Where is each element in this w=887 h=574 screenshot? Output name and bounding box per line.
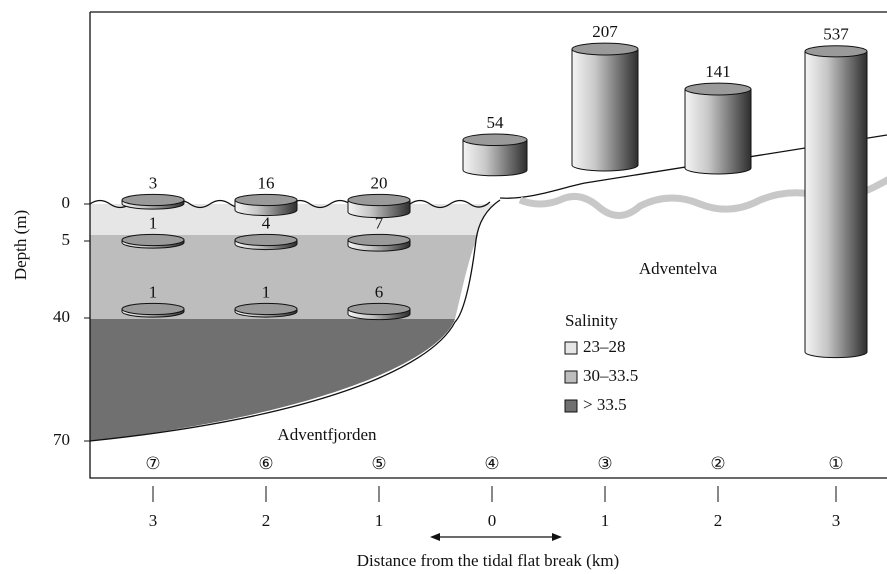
fjord-disk (235, 303, 297, 317)
river-cylinders: 54 207 141 537 (463, 22, 867, 358)
fjord-disk-label: 20 (371, 173, 388, 192)
fjord-disk (122, 303, 184, 317)
river-cylinder-label: 141 (705, 62, 731, 81)
fjord-disk (235, 234, 297, 249)
fjord-disk-top (235, 234, 297, 245)
river-cylinder-top (685, 83, 751, 95)
station-label: ⑤ (371, 454, 386, 473)
fjord-disk-top (235, 303, 297, 314)
y-tick-label: 40 (53, 307, 70, 326)
x-tick-label: 2 (714, 511, 723, 530)
fjord-disk (348, 234, 410, 251)
river-cylinder-top (463, 134, 527, 146)
legend-swatch (565, 342, 577, 354)
station-label: ④ (484, 454, 499, 473)
fjord-disk-top (348, 194, 410, 205)
fjord-disk-top (122, 194, 184, 205)
legend: 23–28 30–33.5 > 33.5 (565, 337, 638, 414)
station-label: ③ (597, 454, 612, 473)
fjord-disk-top (122, 234, 184, 245)
river-cylinder-top (572, 43, 638, 55)
fjord-disk-label: 16 (258, 173, 275, 192)
fjord-disk-label: 1 (262, 282, 271, 301)
legend-swatch (565, 371, 577, 383)
x-tick-label: 0 (488, 511, 497, 530)
station-label: ② (710, 454, 725, 473)
river-cylinder-label: 207 (592, 22, 618, 41)
x-tick-label: 3 (149, 511, 158, 530)
fjord-disk-label: 4 (262, 213, 271, 232)
x-tick-label: 1 (601, 511, 610, 530)
river-label: Adventelva (639, 259, 718, 278)
legend-swatch (565, 400, 577, 412)
legend-label: > 33.5 (583, 395, 627, 414)
river-cylinder-label: 537 (823, 25, 849, 44)
x-tick-label: 2 (262, 511, 271, 530)
fjord-disk (122, 234, 184, 248)
fjord-disk (122, 194, 184, 209)
fjord-disk-label: 6 (375, 282, 384, 301)
legend-title: Salinity (565, 311, 618, 330)
legend-label: 23–28 (583, 337, 626, 356)
river-cylinder-label: 54 (487, 113, 505, 132)
river-cylinder (685, 83, 751, 174)
river-cylinder-body (685, 89, 751, 174)
x-axis-title: Distance from the tidal flat break (km) (357, 551, 619, 570)
fjord-disk-top (235, 194, 297, 205)
fjord-label: Adventfjorden (277, 425, 377, 444)
fjord-disk-label: 3 (149, 173, 158, 192)
station-label: ⑦ (145, 454, 160, 473)
figure: 31620147116 54207141537 Depth (m) Distan… (0, 0, 887, 574)
river-cylinder-top (805, 46, 867, 57)
fjord-disk-top (122, 303, 184, 314)
direction-arrow (430, 533, 562, 541)
fjord-disk-label: 1 (149, 213, 158, 232)
river-cylinder (805, 46, 867, 358)
river-cylinder-body (805, 51, 867, 357)
river-cylinder-body (572, 49, 638, 171)
river-cylinder (572, 43, 638, 171)
legend-label: 30–33.5 (583, 366, 638, 385)
station-label: ① (828, 454, 843, 473)
deep-layer (90, 319, 455, 441)
y-tick-label: 0 (62, 193, 71, 212)
river-cylinder (463, 134, 527, 176)
station-label: ⑥ (258, 454, 273, 473)
y-axis-title: Depth (m) (11, 210, 30, 280)
fjord-disk-label: 7 (375, 213, 384, 232)
x-tick-label: 1 (375, 511, 384, 530)
fjord-disk (348, 303, 410, 319)
x-tick-label: 3 (832, 511, 841, 530)
fjord-disk-top (348, 234, 410, 245)
y-tick-label: 70 (53, 430, 70, 449)
y-tick-label: 5 (62, 230, 71, 249)
fjord-disk-label: 1 (149, 282, 158, 301)
fjord-disk-top (348, 303, 410, 314)
